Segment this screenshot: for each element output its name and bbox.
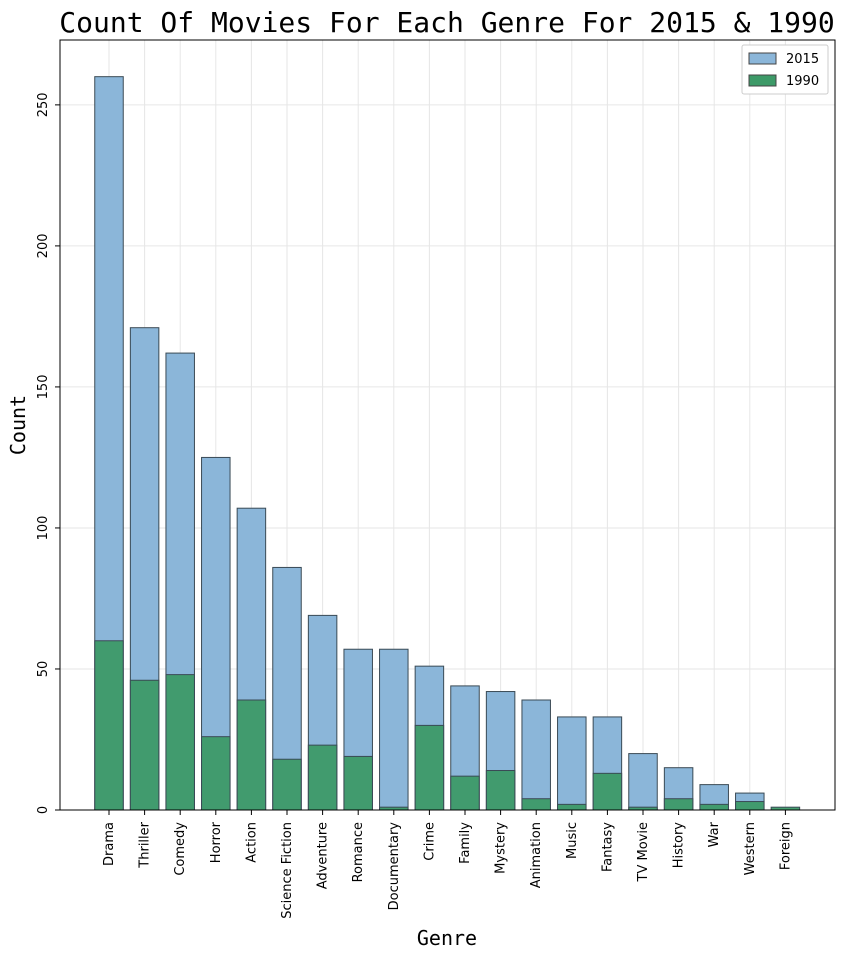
bar-1990-drama (94, 640, 124, 811)
legend-swatch-2015 (748, 52, 777, 65)
bar-1990-science-fiction (272, 758, 302, 811)
y-tick-label: 0 (36, 806, 51, 814)
x-tick-label: Mystery (494, 822, 509, 874)
chart-title: Count Of Movies For Each Genre For 2015 … (59, 6, 834, 39)
x-tick-label: History (672, 822, 687, 869)
y-tick-label: 200 (36, 233, 51, 258)
x-tick-label: Documentary (387, 822, 402, 911)
x-tick-label: Crime (422, 822, 437, 861)
x-tick-label: Western (743, 822, 758, 875)
legend-swatch-1990 (748, 74, 777, 87)
bar-1990-horror (201, 736, 231, 811)
legend: 2015 1990 (741, 44, 829, 95)
x-tick-label: Drama (102, 822, 117, 866)
legend-label-1990: 1990 (786, 74, 819, 89)
bar-1990-war (699, 803, 729, 811)
bar-1990-romance (343, 755, 373, 811)
bar-1990-comedy (165, 674, 195, 811)
bar-1990-history (663, 798, 694, 811)
x-tick-label: Thriller (138, 821, 153, 868)
x-tick-label: Science Fiction (280, 822, 295, 919)
y-tick-label: 150 (36, 375, 51, 400)
bar-1990-action (236, 699, 267, 811)
bar-1990-crime (414, 724, 445, 811)
bar-2015-animation (521, 699, 551, 811)
bar-1990-thriller (129, 679, 160, 811)
x-tick-label: Action (244, 822, 259, 863)
bar-1990-music (557, 803, 587, 811)
y-axis-label: Count (6, 395, 30, 455)
x-axis-label: Genre (417, 926, 477, 950)
x-tick-label: Adventure (316, 822, 331, 889)
bar-1990-mystery (485, 770, 516, 811)
bar-1990-fantasy (592, 772, 623, 811)
bar-2015-music (557, 716, 587, 811)
x-tick-label: Fantasy (600, 822, 615, 872)
series-1990-bars (94, 640, 801, 811)
bar-2015-tv-movie (628, 753, 658, 811)
x-tick-label: Horror (209, 821, 224, 863)
bar-2015-documentary (379, 648, 409, 811)
bar-1990-animation (521, 798, 551, 811)
x-tick-label: Romance (351, 822, 366, 882)
bar-1990-western (735, 801, 765, 811)
y-tick-label: 100 (36, 516, 51, 541)
legend-label-2015: 2015 (786, 52, 819, 67)
x-tick-label: Animation (529, 822, 544, 888)
x-tick-label: TV Movie (636, 822, 651, 882)
bar-1990-family (450, 775, 480, 811)
x-axis-ticks: Drama Thriller Comedy Horror Action Science F… (102, 810, 793, 919)
plot-frame (59, 39, 836, 811)
y-tick-label: 50 (36, 661, 51, 678)
x-tick-label: Family (458, 822, 473, 864)
x-tick-label: Music (565, 822, 580, 859)
bar-1990-adventure (307, 744, 338, 811)
x-tick-label: Comedy (173, 822, 188, 876)
x-tick-label: War (707, 821, 722, 847)
x-tick-label: Foreign (778, 822, 793, 870)
y-axis-ticks: 0 50 100 150 200 250 (36, 92, 60, 814)
y-tick-label: 250 (36, 92, 51, 117)
